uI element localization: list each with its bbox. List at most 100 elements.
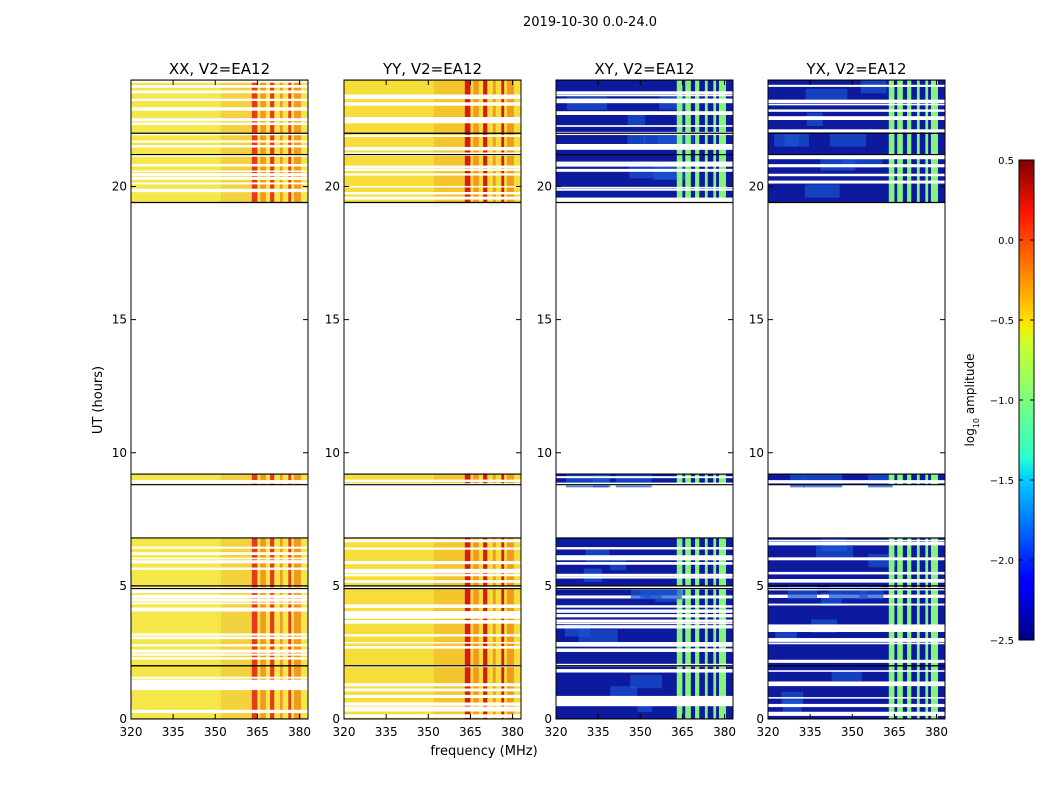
flag-gap: [768, 579, 945, 583]
panel-title: XY, V2=EA12: [594, 60, 694, 78]
rfi-column: [501, 474, 505, 485]
rfi-column: [676, 537, 683, 586]
rfi-column: [483, 154, 488, 203]
flag-gap: [344, 611, 521, 615]
figure-suptitle: 2019-10-30 0.0-24.0: [523, 15, 657, 30]
x-tick-label: 335: [799, 725, 822, 739]
panel-title: XX, V2=EA12: [169, 60, 270, 78]
panel-frame: [555, 79, 734, 720]
rfi-column: [916, 133, 920, 155]
rfi-column: [916, 665, 920, 719]
rfi-column: [473, 154, 479, 203]
rfi-column: [888, 133, 895, 155]
flag-gap: [131, 480, 308, 484]
flag-gap: [344, 173, 521, 176]
flag-gap: [344, 96, 521, 100]
x-tick-label: 365: [671, 725, 694, 739]
flag-gap: [556, 669, 733, 673]
rfi-column: [293, 133, 301, 155]
flag-gap: [556, 605, 733, 608]
rfi-column: [270, 80, 275, 134]
colorbar-tick-label: −2.5: [990, 636, 1014, 647]
flag-gap: [131, 598, 308, 602]
flag-gap: [556, 161, 733, 165]
rfi-column: [251, 133, 258, 155]
rfi-column: [270, 585, 275, 589]
flag-gap: [344, 561, 521, 565]
rfi-column: [704, 154, 708, 203]
flag-gap: [131, 679, 308, 682]
flag-gap: [131, 567, 308, 570]
x-tick-label: 380: [288, 725, 311, 739]
y-tick-label: 10: [749, 446, 764, 460]
flag-gap: [344, 620, 521, 624]
flag-gap: [344, 694, 521, 698]
rfi-column: [888, 537, 895, 586]
variation-patch: [805, 88, 848, 103]
rfi-column: [897, 80, 903, 134]
rfi-column: [897, 537, 903, 586]
rfi-column: [907, 80, 912, 134]
flag-gap: [344, 102, 521, 106]
flag-gap: [768, 116, 945, 119]
flag-gap: [556, 163, 733, 167]
data-block: [131, 585, 308, 589]
rfi-column: [483, 474, 488, 485]
colorbar-label: log10 amplitude: [963, 354, 981, 447]
flag-gap: [768, 164, 945, 168]
rfi-column: [506, 588, 514, 666]
flag-gap: [344, 191, 521, 195]
flag-gap: [131, 633, 308, 636]
rfi-column: [473, 474, 479, 485]
panel-frame: [767, 79, 946, 720]
flag-gap: [556, 125, 733, 127]
x-tick-label: 335: [162, 725, 185, 739]
y-tick-label: 5: [332, 579, 340, 593]
rfi-column: [293, 80, 301, 134]
rfi-column: [293, 585, 301, 589]
rfi-column: [718, 154, 726, 203]
flag-gap: [131, 480, 308, 482]
y-tick-label: 20: [749, 180, 764, 194]
data-block: [768, 474, 945, 485]
data-block: [344, 588, 521, 666]
y-tick-label: 10: [537, 446, 552, 460]
variation-patch: [627, 111, 646, 126]
rfi-column: [270, 665, 275, 719]
rfi-column: [473, 133, 479, 155]
data-block: [344, 474, 521, 485]
colorbar: 0.5 0.0 −0.5 −1.0 −1.5 −2.0 −2.5 log10 amplitud…: [963, 156, 1035, 647]
rfi-column: [483, 133, 488, 155]
flag-gap: [344, 547, 521, 550]
rfi-column: [251, 80, 258, 134]
rfi-column: [704, 133, 708, 155]
rfi-column: [279, 588, 283, 666]
y-tick-label: 5: [756, 579, 764, 593]
rfi-column: [492, 80, 496, 134]
variation-patch: [815, 545, 854, 560]
rfi-column: [251, 588, 258, 666]
flag-gap: [556, 111, 733, 115]
flag-gap: [131, 122, 308, 126]
flag-gap: [768, 638, 945, 641]
y-tick-label: 0: [544, 712, 552, 726]
rfi-column: [925, 585, 929, 589]
rfi-column: [695, 154, 700, 203]
rfi-column: [288, 585, 292, 589]
rfi-column: [501, 154, 505, 203]
flag-gap: [556, 197, 733, 202]
rfi-column: [676, 154, 683, 203]
rfi-column: [501, 133, 505, 155]
variation-patch: [784, 133, 809, 147]
flag-gap: [131, 594, 308, 599]
flag-gap: [768, 660, 945, 663]
rfi-column: [930, 585, 938, 589]
data-block: [131, 474, 308, 485]
variation-patch: [220, 133, 252, 155]
flag-gap: [768, 539, 945, 542]
y-tick-label: 0: [756, 712, 764, 726]
flag-gap: [344, 688, 521, 692]
flag-gap: [556, 700, 733, 703]
flag-gap: [556, 482, 733, 486]
flag-gap: [344, 604, 521, 608]
